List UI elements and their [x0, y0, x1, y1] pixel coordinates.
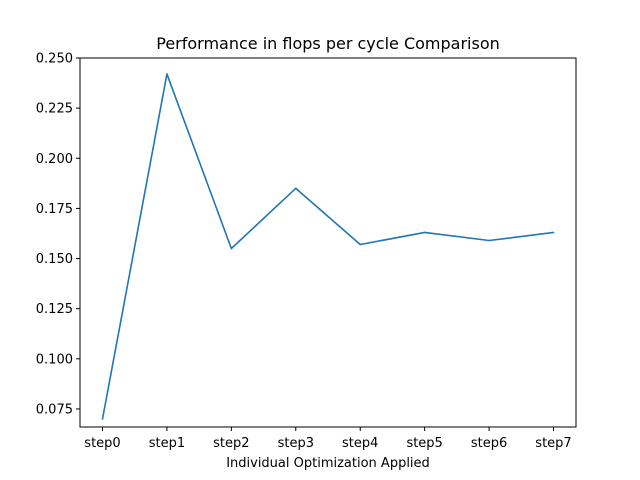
- y-tick-label: 0.200: [36, 152, 73, 167]
- y-tick-label: 0.100: [36, 352, 73, 367]
- plot-area: 0.075 0.100 0.125 0.150 0.175 0.200 0.225 0.250…: [36, 52, 572, 452]
- x-tick-label: step5: [406, 436, 442, 451]
- x-tick-label: step2: [213, 436, 249, 451]
- data-point-step0: [101, 418, 104, 420]
- y-tick-label: 0.150: [36, 252, 73, 267]
- data-point-step6: [488, 239, 490, 242]
- data-point-step7: [552, 231, 555, 234]
- x-tick-label: step3: [278, 436, 314, 451]
- x-tick-label: step6: [471, 436, 507, 451]
- x-tick-label: step1: [149, 436, 185, 451]
- x-axis-label: Individual Optimization Applied: [226, 456, 430, 471]
- x-tick-label: step7: [535, 436, 571, 451]
- chart-title: Performance in flops per cycle Compariso…: [156, 34, 500, 53]
- y-tick-label: 0.225: [36, 102, 73, 117]
- y-tick-label: 0.250: [36, 52, 73, 67]
- y-tick-label: 0.075: [36, 402, 73, 417]
- x-tick-label: step0: [84, 436, 120, 451]
- y-tick-label: 0.175: [36, 202, 73, 217]
- data-point-step2: [230, 247, 233, 250]
- y-tick-label: 0.125: [36, 302, 73, 317]
- data-point-step4: [359, 243, 362, 246]
- data-point-step3: [294, 187, 297, 190]
- series-line: [101, 73, 554, 420]
- data-point-step5: [423, 231, 426, 234]
- data-point-step1: [166, 73, 168, 75]
- x-tick-label: step4: [342, 436, 378, 451]
- axes-frame: [79, 57, 577, 428]
